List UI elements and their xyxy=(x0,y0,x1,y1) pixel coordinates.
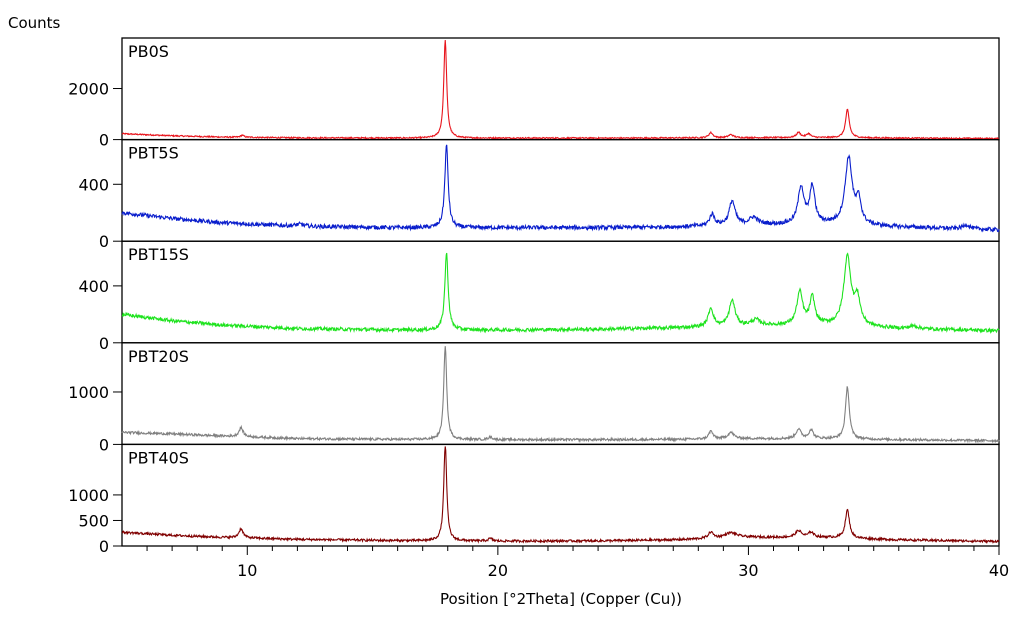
series-line-pb0s xyxy=(121,39,1000,141)
y-tick-label-pbt20s: 1000 xyxy=(68,383,109,402)
y-tick-label-pbt5s: 0 xyxy=(99,232,109,251)
panel-label-pb0s: PB0S xyxy=(128,42,169,61)
y-tick-label-pbt40s: 0 xyxy=(99,537,109,556)
y-tick-label-pbt15s: 400 xyxy=(78,277,109,296)
y-axis-title: Counts xyxy=(8,14,61,32)
y-tick-label-pbt40s: 500 xyxy=(78,511,109,530)
x-tick-label: 10 xyxy=(237,561,257,580)
panel-frame-pbt40s xyxy=(121,443,1000,547)
panel-label-pbt20s: PBT20S xyxy=(128,347,189,366)
y-tick-label-pb0s: 0 xyxy=(99,131,109,150)
panel-label-pbt5s: PBT5S xyxy=(128,144,179,163)
y-tick-label-pbt5s: 400 xyxy=(78,175,109,194)
y-tick-label-pbt40s: 1000 xyxy=(68,486,109,505)
series-line-pbt40s xyxy=(121,446,1000,545)
x-tick-label: 30 xyxy=(738,561,758,580)
y-tick-label-pbt15s: 0 xyxy=(99,334,109,353)
panel-frame-pbt20s xyxy=(121,342,1000,446)
y-tick-label-pb0s: 2000 xyxy=(68,80,109,99)
x-tick-label: 40 xyxy=(989,561,1009,580)
panel-label-pbt40s: PBT40S xyxy=(128,448,189,467)
x-tick-label: 20 xyxy=(488,561,508,580)
series-line-pbt15s xyxy=(121,252,1000,335)
panel-label-pbt15s: PBT15S xyxy=(128,245,189,264)
series-line-pbt5s xyxy=(121,144,1000,233)
panel-frame-pb0s xyxy=(121,37,1000,141)
x-axis-title: Position [°2Theta] (Copper (Cu)) xyxy=(440,590,682,608)
y-tick-label-pbt20s: 0 xyxy=(99,435,109,454)
series-line-pbt20s xyxy=(121,346,1000,444)
